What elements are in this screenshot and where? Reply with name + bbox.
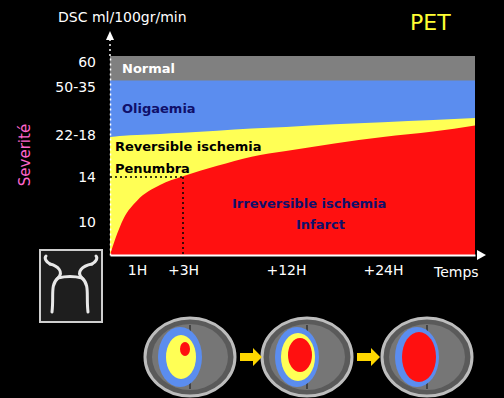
x-axis: 1H +3H +12H +24H [111,255,476,278]
x-tick-label: +12H [266,262,306,278]
y-tick-label: 50-35 [55,79,96,95]
annotation: Infarct [296,217,345,232]
y-tick-label: 22-18 [55,127,96,143]
y-axis-arrow [106,31,114,40]
x-axis-arrow [477,250,486,260]
arrow [240,348,262,366]
y-tick-label: 14 [78,169,96,185]
brain-region [166,335,196,379]
brain-skull [262,318,352,396]
region-label: Oligaemia [122,101,196,116]
brain-skull [382,318,472,396]
brain-region [288,338,312,372]
x-tick: 1H [128,255,147,278]
inset-vessel [58,277,82,279]
brain-illustrations [145,318,472,396]
brain-tissue [152,324,228,390]
y-axis-title: DSC ml/100gr/min [58,9,187,25]
brain-region [402,332,436,382]
x-tick-label: 1H [128,262,147,278]
texts: PET DSC ml/100gr/min Temps Normal Oligaemia R… [16,9,479,280]
inset-vessel [45,256,50,264]
brain [262,318,352,396]
chart-container: 10 14 22-18 50-35 60 1H +3H +12H +24H PET DSC ml/1… [0,0,504,398]
annotation: Penumbra [115,161,190,176]
y-tick: 50-35 [55,79,110,95]
inset-frame [40,250,102,322]
reference-line [110,176,183,178]
y-tick: 14 [78,169,110,185]
inset-vessel [50,264,60,312]
area-region [110,81,475,255]
y-axis-line [110,57,112,256]
brain [145,318,235,396]
brain-region [158,327,202,387]
x-tick: +3H [168,255,199,278]
brain-region [395,327,439,387]
brain-skull [145,318,235,396]
brain-tissue [389,324,465,390]
x-tick-label: +3H [168,262,199,278]
arrow [357,348,380,366]
title: PET [410,10,451,35]
x-axis-line [111,255,476,257]
angiogram-inset [40,250,102,322]
inset-vessel [92,256,97,264]
area-region [110,118,475,255]
region-label: Irreversible ischemia [232,196,386,211]
y-tick: 60 [78,54,110,70]
chart-svg: 10 14 22-18 50-35 60 1H +3H +12H +24H PET DSC ml/1… [0,0,504,398]
region-label: Reversible ischemia [115,139,262,154]
x-tick-label: +24H [363,262,403,278]
brain [382,318,472,396]
y-axis: 10 14 22-18 50-35 60 [55,54,110,256]
brain-region [275,327,319,387]
brain-region [281,333,315,381]
y-tick-label: 10 [78,214,96,230]
region-label: Normal [122,61,175,76]
area-region [110,56,475,255]
x-tick: +12H [266,255,306,278]
x-axis-title: Temps [433,264,479,280]
brain-region [180,342,190,356]
y-tick: 10 [78,214,110,230]
y-tick: 22-18 [55,127,110,143]
brain-tissue [269,324,345,390]
y-tick-label: 60 [78,54,96,70]
reference-line [182,177,184,255]
area-region [110,125,475,255]
annotation: Severité [16,124,34,186]
inset-vessel [80,264,92,312]
plot-area [110,56,475,255]
x-tick: +24H [363,255,403,278]
